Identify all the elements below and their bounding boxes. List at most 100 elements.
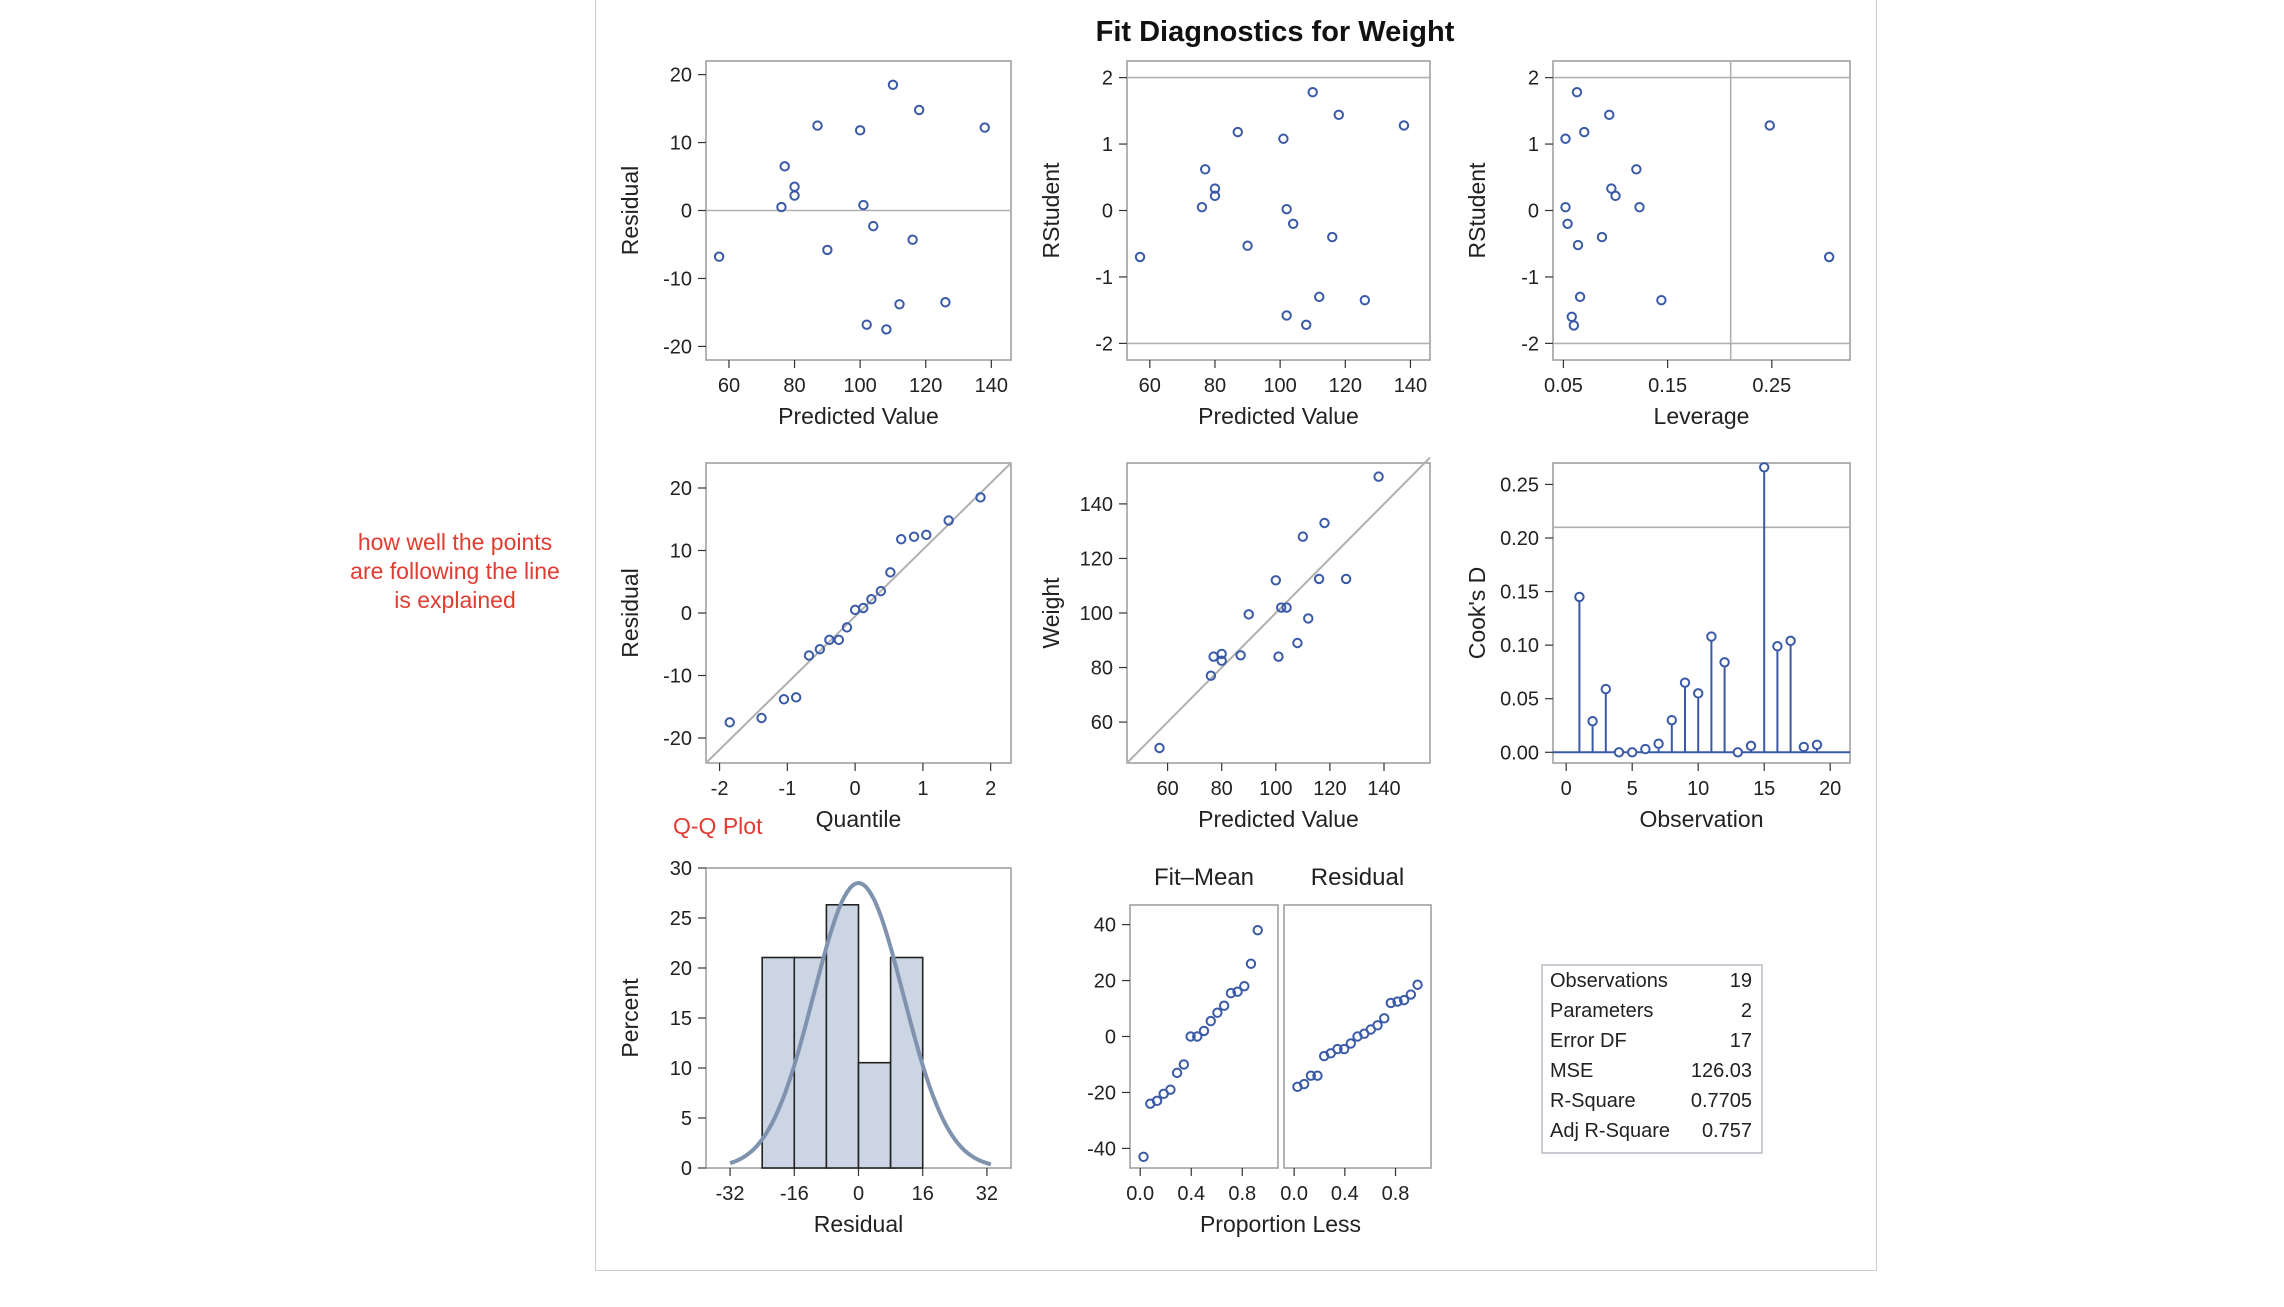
histogram-bar — [857, 1061, 892, 1169]
needle-marker — [1640, 743, 1651, 755]
data-point — [858, 199, 869, 211]
y-tick-label: -1 — [1521, 267, 1539, 289]
data-point — [1287, 218, 1299, 229]
y-tick-label: 0.15 — [1500, 582, 1539, 604]
data-point — [1225, 987, 1237, 999]
data-point — [1276, 602, 1287, 613]
needle-marker — [1587, 716, 1598, 727]
stats-value: 0.7705 — [1691, 1090, 1752, 1112]
data-point — [896, 534, 907, 545]
x-tick-label: 60 — [1139, 375, 1161, 397]
y-tick-label: -40 — [1087, 1138, 1116, 1160]
data-point — [789, 190, 800, 201]
x-tick-label: 0.0 — [1126, 1183, 1154, 1205]
data-point — [778, 694, 790, 705]
x-tick-label: -32 — [716, 1183, 745, 1205]
normal-density-curve — [729, 880, 992, 1167]
data-point — [803, 650, 815, 661]
data-point — [1198, 1025, 1210, 1037]
x-tick-label: 100 — [843, 375, 876, 397]
histogram-bar — [761, 956, 796, 1169]
x-tick-label: 0.4 — [1177, 1183, 1205, 1205]
data-point — [1596, 231, 1608, 243]
data-point — [1398, 994, 1410, 1006]
data-point — [1209, 190, 1221, 202]
stats-label: Adj R-Square — [1550, 1120, 1670, 1142]
data-point — [1303, 613, 1314, 624]
x-tick-label: 0.8 — [1228, 1183, 1256, 1205]
data-point — [1405, 989, 1417, 1000]
data-point — [921, 529, 932, 541]
data-point — [1278, 133, 1289, 144]
y-axis-label: Residual — [617, 166, 643, 256]
data-point — [1333, 109, 1344, 121]
x-tick-label: 0.8 — [1382, 1183, 1410, 1205]
plot-frame — [1552, 462, 1851, 764]
panel-title: Fit–Mean — [1154, 864, 1254, 891]
data-point — [1314, 291, 1325, 303]
y-tick-label: 0 — [1528, 201, 1539, 223]
x-tick-label: 80 — [1211, 778, 1233, 800]
y-tick-label: 0 — [681, 1158, 692, 1180]
x-tick-label: 0 — [850, 778, 861, 800]
x-tick-label: 2 — [985, 778, 996, 800]
data-point — [854, 125, 866, 136]
data-point — [1307, 87, 1318, 98]
data-point — [713, 251, 725, 262]
stats-label: Parameters — [1550, 1000, 1653, 1022]
data-point — [822, 244, 833, 256]
x-tick-label: 20 — [1819, 778, 1841, 800]
needle-marker — [1693, 688, 1704, 699]
data-point — [824, 634, 835, 646]
x-tick-label: 100 — [1263, 375, 1296, 397]
y-axis-label: RStudent — [1038, 162, 1064, 259]
plot-frame — [1283, 904, 1432, 1169]
data-point — [1631, 164, 1642, 175]
stats-value: 126.03 — [1691, 1060, 1752, 1082]
needle-marker — [1679, 677, 1691, 688]
x-tick-label: 0 — [853, 1183, 864, 1205]
data-point — [885, 567, 896, 578]
data-point — [1566, 311, 1577, 323]
needle-marker — [1785, 635, 1796, 647]
data-point — [1338, 1043, 1350, 1055]
y-tick-label: 20 — [670, 65, 692, 87]
y-tick-label: 15 — [670, 1008, 692, 1030]
data-point — [975, 492, 986, 503]
annotation-line: is explained — [394, 587, 516, 613]
data-point — [1300, 319, 1312, 330]
data-point — [861, 319, 872, 330]
data-point — [1205, 1015, 1216, 1027]
needle-marker — [1732, 747, 1744, 758]
data-point — [1218, 1000, 1230, 1011]
data-point — [1823, 251, 1835, 263]
data-point — [1235, 650, 1246, 661]
data-point — [1398, 120, 1410, 131]
x-axis-label: Predicted Value — [1198, 806, 1359, 832]
data-point — [756, 712, 767, 724]
data-point — [887, 79, 899, 90]
data-point — [789, 181, 800, 192]
data-point — [866, 594, 877, 605]
data-point — [940, 297, 951, 308]
data-point — [1332, 1043, 1343, 1055]
rf_residual-panel: 0.0 0.4 0.8 Residual — [1280, 864, 1432, 1205]
y-tick-label: -10 — [663, 666, 692, 688]
x-tick-label: 0.15 — [1648, 375, 1687, 397]
rf_fit_mean-panel: 0.0 0.4 0.8 -40 -20 0 20 40 Fit–Mean — [1087, 864, 1279, 1205]
data-point — [881, 324, 892, 335]
y-tick-label: 1 — [1102, 134, 1113, 156]
y-tick-label: 0.20 — [1500, 528, 1539, 550]
data-point — [1379, 1013, 1390, 1024]
needle-marker — [1745, 740, 1757, 752]
data-point — [1313, 573, 1325, 585]
data-point — [1562, 218, 1573, 229]
annotation-line: how well the points — [357, 529, 553, 555]
data-point — [1199, 164, 1211, 175]
needle-marker — [1613, 747, 1625, 758]
data-point — [1243, 609, 1254, 620]
data-point — [1656, 295, 1667, 306]
data-point — [1239, 980, 1250, 992]
data-point — [858, 602, 869, 614]
